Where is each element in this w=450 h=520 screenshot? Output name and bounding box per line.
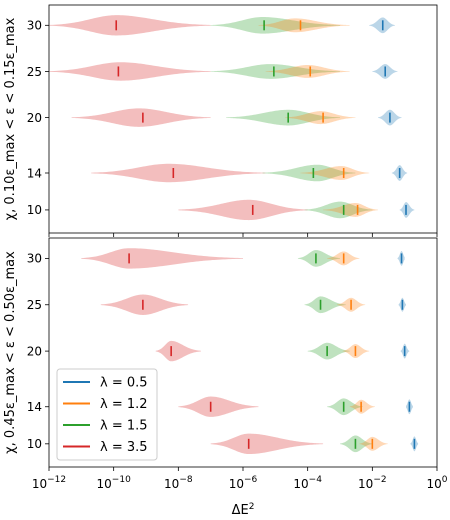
violin-chi30-lambda1.5 xyxy=(210,17,340,34)
violin-chi25-lambda1.5 xyxy=(210,64,340,79)
violin-chi10-lambda1.2 xyxy=(323,203,379,217)
violin-chi30-lambda3.5 xyxy=(49,15,211,36)
x-tick-label-base: 10 xyxy=(358,477,373,491)
violin-chi20-lambda3.5 xyxy=(71,108,211,127)
y-axis-label: χ, 0.10ε_max < ε < 0.15ε_max xyxy=(3,17,18,220)
violin-chi10-lambda1.5 xyxy=(304,201,373,219)
violin-chi30-lambda1.2 xyxy=(258,18,350,33)
x-axis: 10−12 10−10 10−8 10−6 10−4 10−2 100 xyxy=(32,475,448,491)
x-axis-label: ΔE2 xyxy=(232,502,255,518)
legend-label-0: λ = 0.5 xyxy=(100,376,148,391)
legend-label-1: λ = 1.2 xyxy=(100,397,148,412)
y-axis-label: χ, 0.45ε_max < ε < 0.50ε_max xyxy=(3,251,18,454)
violin-chi14-lambda1.5 xyxy=(327,398,363,416)
violin-chi20-lambda3.5 xyxy=(155,340,201,362)
y-tick-label: 25 xyxy=(27,65,42,79)
x-tick-label-base: 10 xyxy=(426,477,441,491)
y-tick-label: 10 xyxy=(27,437,42,451)
violin-chi30-lambda3.5 xyxy=(81,248,243,269)
x-tick-label-exponent: −8 xyxy=(179,475,193,485)
x-tick-label-base: 10 xyxy=(293,477,308,491)
plot-area xyxy=(49,15,415,221)
x-tick-label-base: 10 xyxy=(164,477,179,491)
x-tick-label-base: 10 xyxy=(229,477,244,491)
legend-label-3: λ = 3.5 xyxy=(100,440,148,455)
y-tick-label: 14 xyxy=(27,400,42,414)
bottom-panel: 10 14 20 25 30 χ, 0.45ε_max < ε < 0.50ε_max xyxy=(3,237,438,471)
violin-chi10-lambda3.5 xyxy=(178,199,308,221)
x-tick-label: 10−6 xyxy=(229,475,258,491)
top-panel: 10 14 20 25 30 χ, 0.10ε_max < ε < 0.15ε_max xyxy=(3,4,438,237)
violin-chi14-lambda3.5 xyxy=(91,163,266,183)
x-tick-label-base: 10 xyxy=(32,477,47,491)
violin-chi10-lambda3.5 xyxy=(210,433,324,455)
x-tick-label-exponent: −2 xyxy=(373,475,386,485)
x-tick-label: 10−4 xyxy=(293,475,322,491)
x-tick-label-exponent: −4 xyxy=(309,475,323,485)
legend: λ = 0.5 λ = 1.2 λ = 1.5 λ = 3.5 xyxy=(56,368,158,461)
x-tick-label: 100 xyxy=(426,475,447,491)
x-tick-label: 10−12 xyxy=(32,475,66,491)
y-tick-label: 20 xyxy=(27,344,42,358)
y-tick-label: 30 xyxy=(27,19,42,33)
x-tick-label-exponent: −12 xyxy=(47,475,66,485)
legend-box xyxy=(56,368,158,461)
x-tick-label-base: 10 xyxy=(97,477,112,491)
violin-chi25-lambda1.2 xyxy=(265,65,350,78)
violin-chi14-lambda3.5 xyxy=(178,396,259,417)
y-tick-label: 20 xyxy=(27,111,42,125)
violin-chi20-lambda1.2 xyxy=(285,111,356,125)
violin-chi20-lambda1.5 xyxy=(307,342,350,360)
violin-chi14-lambda1.5 xyxy=(262,164,356,182)
violin-chi20-lambda1.5 xyxy=(226,109,340,126)
plot-area xyxy=(81,248,419,455)
y-tick-label: 30 xyxy=(27,252,42,266)
x-tick-label: 10−2 xyxy=(358,475,387,491)
violin-chi14-lambda1.2 xyxy=(300,166,370,180)
x-tick-label-exponent: 0 xyxy=(442,475,448,485)
violin-chi14-lambda1.2 xyxy=(349,399,375,414)
x-axis-label-superscript: 2 xyxy=(249,502,255,512)
violin-chi30-lambda1.5 xyxy=(297,250,340,267)
x-tick-label-exponent: −6 xyxy=(244,475,258,485)
y-tick-label: 10 xyxy=(27,203,42,217)
x-tick-label: 10−10 xyxy=(97,475,132,491)
violin-chi25-lambda3.5 xyxy=(100,294,189,315)
violin-chi10-lambda0.5 xyxy=(399,202,415,218)
x-tick-label: 10−8 xyxy=(164,475,193,491)
y-tick-label: 25 xyxy=(27,298,42,312)
y-tick-label: 14 xyxy=(27,166,42,180)
x-tick-label-exponent: −10 xyxy=(112,475,131,485)
violin-chi25-lambda1.5 xyxy=(304,296,346,314)
violin-chi10-lambda1.2 xyxy=(359,436,388,451)
violin-chi25-lambda3.5 xyxy=(49,62,211,81)
legend-label-2: λ = 1.5 xyxy=(100,419,148,434)
